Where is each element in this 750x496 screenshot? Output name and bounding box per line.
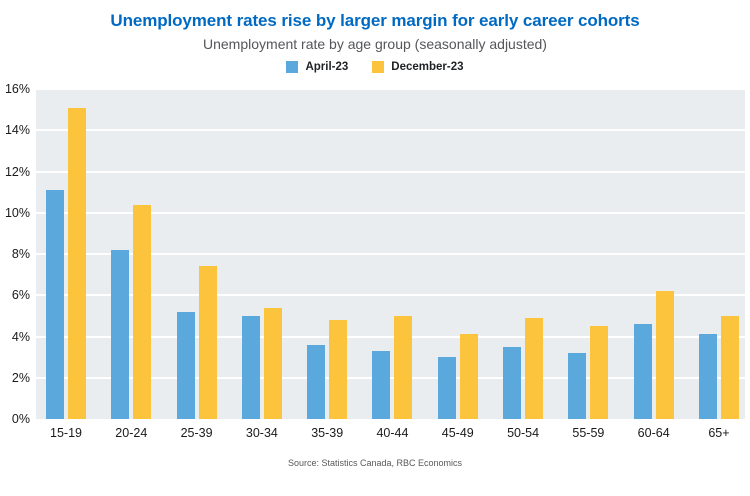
bar-April-23-45-49 <box>437 357 456 419</box>
chart-legend: April-23 December-23 <box>0 61 750 73</box>
bar-December-23-45-49 <box>459 334 478 419</box>
y-axis-tick-label: 2% <box>11 370 30 385</box>
x-axis-label-50-54: 50-54 <box>507 426 540 440</box>
bar-chart: 0% 2% 4% 6% 8% 10% 12% 14% 16% <box>0 82 745 426</box>
chart-card: Unemployment rates rise by larger margin… <box>0 11 750 468</box>
bar-group-45-49 <box>437 89 478 419</box>
bar-April-23-25-39 <box>176 311 195 419</box>
x-axis-label-25-39: 25-39 <box>180 426 213 440</box>
bar-April-23-20-24 <box>111 249 130 419</box>
gridline <box>36 129 745 132</box>
bar-December-23-50-54 <box>525 317 544 419</box>
source-note: Source: Statistics Canada, RBC Economics <box>287 458 463 468</box>
y-axis-tick-label: 6% <box>11 288 30 303</box>
y-axis-tick-label: 4% <box>11 329 30 344</box>
bar-December-23-20-24 <box>133 204 152 419</box>
bar-April-23-55-59 <box>568 353 587 419</box>
x-axis-label-45-49: 45-49 <box>441 426 474 440</box>
y-axis-tick-label: 10% <box>4 205 30 220</box>
bar-April-23-35-39 <box>307 344 326 419</box>
bar-December-23-30-34 <box>263 307 282 419</box>
y-axis: 0% 2% 4% 6% 8% 10% 12% 14% 16% <box>0 82 36 426</box>
plot-area <box>36 88 745 419</box>
y-axis-tick-label: 12% <box>4 164 30 179</box>
bar-December-23-40-44 <box>394 315 413 419</box>
gridline <box>36 253 745 255</box>
bars-layer <box>36 89 745 419</box>
bar-April-23-40-44 <box>372 350 391 419</box>
bar-group-25-39 <box>176 89 217 419</box>
bar-group-35-39 <box>307 89 348 419</box>
x-axis-label-55-59: 55-59 <box>572 426 605 440</box>
x-axis-label-60-64: 60-64 <box>637 426 670 440</box>
chart-subtitle: Unemployment rate by age group (seasonal… <box>203 36 547 52</box>
page-title: Unemployment rates rise by larger margin… <box>110 11 640 30</box>
bar-December-23-65+ <box>720 315 739 419</box>
bar-December-23-15-19 <box>68 107 86 419</box>
gridline <box>36 170 745 173</box>
x-axis-label-20-24: 20-24 <box>115 426 148 440</box>
gridline <box>36 376 745 379</box>
bar-April-23-15-19 <box>46 190 64 419</box>
bar-group-55-59 <box>568 89 609 419</box>
x-axis-label-65+: 65+ <box>708 426 730 440</box>
bar-December-23-60-64 <box>655 291 674 419</box>
bar-December-23-55-59 <box>590 326 609 419</box>
bar-group-15-19 <box>46 89 86 419</box>
y-axis-tick-label: 14% <box>4 123 30 138</box>
gridline <box>36 335 745 338</box>
y-axis-tick-label: 16% <box>4 82 30 96</box>
bar-group-40-44 <box>372 89 413 419</box>
y-axis-tick-label: 0% <box>11 412 30 426</box>
x-axis-label-40-44: 40-44 <box>376 426 409 440</box>
legend-swatch-april <box>286 61 299 73</box>
x-axis-label-35-39: 35-39 <box>311 426 344 440</box>
x-axis: 15-19 20-24 25-39 30-34 35-39 40-44 45-49 50-54… <box>36 426 745 440</box>
legend-label-december: December-23 <box>391 61 464 73</box>
bar-April-23-60-64 <box>633 324 652 419</box>
bar-group-50-54 <box>503 89 544 419</box>
bar-April-23-65+ <box>698 334 717 419</box>
x-axis-label-30-34: 30-34 <box>245 426 278 440</box>
legend-label-april: April-23 <box>305 61 349 73</box>
bar-group-65+ <box>698 89 739 419</box>
legend-item-december: December-23 <box>372 61 464 73</box>
legend-swatch-december <box>372 61 385 73</box>
y-axis-tick-label: 8% <box>11 247 30 261</box>
bar-group-60-64 <box>633 89 674 419</box>
bar-group-30-34 <box>241 89 282 419</box>
legend-item-april: April-23 <box>286 61 348 73</box>
x-axis-label-15-19: 15-19 <box>50 426 82 440</box>
gridline <box>36 88 745 90</box>
gridline <box>36 211 745 214</box>
gridline <box>36 294 745 297</box>
bar-December-23-35-39 <box>329 320 348 419</box>
bar-group-20-24 <box>111 89 152 419</box>
bar-April-23-50-54 <box>503 346 522 419</box>
bar-December-23-25-39 <box>198 266 217 419</box>
bar-April-23-30-34 <box>241 315 260 419</box>
